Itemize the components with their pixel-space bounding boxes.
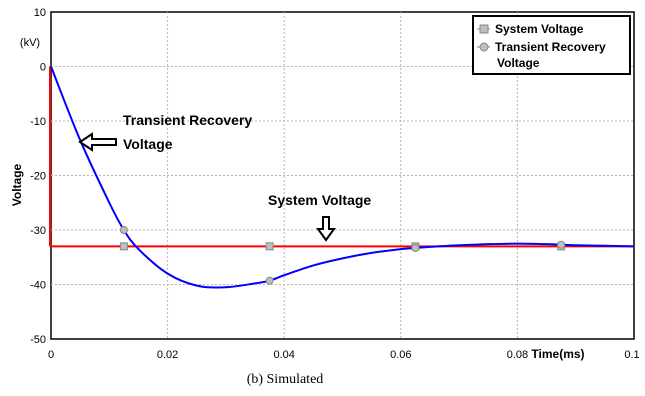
marker-circle <box>265 276 274 285</box>
annotation-trv-line1: Transient Recovery <box>123 112 252 128</box>
x-axis-title: Time(ms) <box>531 347 584 361</box>
legend-label-trv-line1: Transient Recovery <box>495 40 606 54</box>
y-tick-label: 10 <box>34 7 46 19</box>
legend-label-trv-line2: Voltage <box>497 56 540 70</box>
series-lines <box>50 66 635 289</box>
marker-square <box>119 242 128 251</box>
y-tick-label: -50 <box>30 334 46 346</box>
x-tick-label: 0.06 <box>390 349 411 361</box>
y-axis-title: Voltage <box>10 163 24 206</box>
x-tick-label: 0 <box>48 349 54 361</box>
legend-circle-icon <box>479 42 489 52</box>
x-tick-label: 0.04 <box>273 349 294 361</box>
arrow-left-icon <box>78 132 117 152</box>
y-tick-label: -40 <box>30 280 46 292</box>
y-tick-label: 0 <box>40 62 46 74</box>
marker-square <box>265 242 274 251</box>
annotations <box>78 132 336 242</box>
y-axis-unit: (kV) <box>20 37 40 49</box>
annotation-trv-line2: Voltage <box>123 136 173 152</box>
arrow-down-icon <box>316 216 336 242</box>
marker-circle <box>557 240 566 249</box>
series-line-1 <box>50 66 635 289</box>
figure-caption: (b) Simulated <box>247 372 324 387</box>
legend-square-icon <box>479 24 489 34</box>
tick-labels: 0 0.02 0.04 0.06 0.08 0.1 10 0 -10 -20 -30 -40 -50 <box>30 7 640 361</box>
y-tick-label: -10 <box>30 116 46 128</box>
marker-circle <box>119 226 128 234</box>
marker-circle <box>411 243 420 252</box>
y-tick-label: -30 <box>30 225 46 237</box>
legend-label-system-voltage: System Voltage <box>495 22 584 36</box>
annotation-system-voltage: System Voltage <box>268 192 371 208</box>
x-tick-label: 0.1 <box>624 349 639 361</box>
x-tick-label: 0.08 <box>507 349 528 361</box>
x-tick-label: 0.02 <box>157 349 178 361</box>
y-tick-label: -20 <box>30 171 46 183</box>
legend: System Voltage Transient Recovery Voltag… <box>472 15 631 75</box>
series-markers <box>119 226 566 285</box>
legend-box <box>472 15 631 75</box>
